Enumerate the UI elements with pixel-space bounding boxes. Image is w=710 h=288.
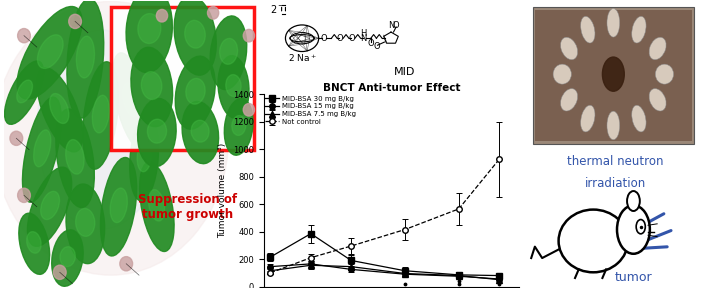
Circle shape xyxy=(636,219,645,234)
Ellipse shape xyxy=(92,95,109,133)
Ellipse shape xyxy=(18,213,50,274)
Circle shape xyxy=(602,57,624,91)
Ellipse shape xyxy=(581,16,595,43)
Ellipse shape xyxy=(37,30,165,230)
Ellipse shape xyxy=(607,9,620,37)
Ellipse shape xyxy=(138,14,161,43)
Ellipse shape xyxy=(23,97,61,202)
Circle shape xyxy=(10,131,23,145)
FancyBboxPatch shape xyxy=(535,10,692,141)
Ellipse shape xyxy=(186,78,205,104)
Title: BNCT Anti-tumor Effect: BNCT Anti-tumor Effect xyxy=(323,84,460,93)
Ellipse shape xyxy=(33,130,51,167)
Ellipse shape xyxy=(226,75,241,96)
Ellipse shape xyxy=(50,94,69,124)
Ellipse shape xyxy=(182,101,219,164)
Ellipse shape xyxy=(649,89,666,111)
Text: N: N xyxy=(388,22,394,31)
Ellipse shape xyxy=(148,119,167,143)
Circle shape xyxy=(120,257,133,271)
Ellipse shape xyxy=(210,16,247,90)
Text: MID: MID xyxy=(393,67,415,77)
Circle shape xyxy=(18,188,31,202)
Ellipse shape xyxy=(627,191,640,211)
Ellipse shape xyxy=(581,105,595,132)
Ellipse shape xyxy=(141,72,162,99)
Circle shape xyxy=(244,103,254,116)
FancyBboxPatch shape xyxy=(111,7,254,150)
Ellipse shape xyxy=(148,190,165,221)
Ellipse shape xyxy=(137,142,151,172)
Text: O: O xyxy=(337,34,344,43)
Text: O: O xyxy=(374,42,381,51)
Ellipse shape xyxy=(126,0,173,73)
Ellipse shape xyxy=(27,232,41,253)
Ellipse shape xyxy=(0,1,229,275)
Ellipse shape xyxy=(17,7,82,99)
Text: thermal neutron: thermal neutron xyxy=(567,155,663,168)
Text: O: O xyxy=(393,21,400,30)
Ellipse shape xyxy=(218,56,249,118)
Circle shape xyxy=(53,265,66,279)
Ellipse shape xyxy=(56,109,94,208)
Ellipse shape xyxy=(112,53,150,150)
Ellipse shape xyxy=(110,188,127,223)
Text: Suppression of
tumor growth: Suppression of tumor growth xyxy=(138,193,237,221)
Ellipse shape xyxy=(224,98,253,155)
Ellipse shape xyxy=(649,37,666,60)
Ellipse shape xyxy=(191,120,209,142)
Text: O: O xyxy=(349,34,355,43)
Ellipse shape xyxy=(66,184,104,264)
Circle shape xyxy=(156,10,168,22)
Text: $2^-$: $2^-$ xyxy=(271,3,285,15)
Circle shape xyxy=(244,29,254,42)
Ellipse shape xyxy=(38,35,63,69)
Ellipse shape xyxy=(75,209,95,236)
Ellipse shape xyxy=(175,56,215,129)
Ellipse shape xyxy=(52,230,83,286)
Text: H: H xyxy=(360,29,366,38)
Ellipse shape xyxy=(67,0,104,118)
Ellipse shape xyxy=(65,140,84,174)
Ellipse shape xyxy=(37,68,82,152)
Text: 2 Na$^+$: 2 Na$^+$ xyxy=(288,52,317,63)
Y-axis label: Tumor volume (mm³): Tumor volume (mm³) xyxy=(219,143,227,238)
Ellipse shape xyxy=(632,105,646,132)
Ellipse shape xyxy=(231,115,246,135)
FancyBboxPatch shape xyxy=(533,7,694,144)
Ellipse shape xyxy=(655,64,674,84)
Ellipse shape xyxy=(83,62,119,169)
Text: tumor: tumor xyxy=(615,271,652,284)
Ellipse shape xyxy=(632,16,646,43)
Ellipse shape xyxy=(131,47,173,127)
Circle shape xyxy=(18,29,31,43)
Ellipse shape xyxy=(140,162,174,251)
Ellipse shape xyxy=(219,38,238,64)
Ellipse shape xyxy=(28,167,72,246)
Ellipse shape xyxy=(100,158,136,256)
Circle shape xyxy=(69,14,82,29)
Text: N: N xyxy=(360,34,366,43)
Ellipse shape xyxy=(559,210,628,272)
Ellipse shape xyxy=(607,111,620,140)
Text: O: O xyxy=(368,39,374,48)
Text: irradiation: irradiation xyxy=(584,177,646,190)
Ellipse shape xyxy=(123,83,139,117)
Ellipse shape xyxy=(4,61,43,124)
Ellipse shape xyxy=(174,0,217,75)
Ellipse shape xyxy=(77,36,94,78)
Ellipse shape xyxy=(561,89,578,111)
Ellipse shape xyxy=(185,20,205,48)
Ellipse shape xyxy=(60,247,75,267)
Ellipse shape xyxy=(138,98,176,167)
Ellipse shape xyxy=(17,80,33,103)
Text: O: O xyxy=(320,34,327,43)
Ellipse shape xyxy=(130,115,158,201)
Ellipse shape xyxy=(553,64,572,84)
Legend: MID-BSA 30 mg B/kg, MID-BSA 15 mg B/kg, MID-BSA 7.5 mg B/kg, Not control: MID-BSA 30 mg B/kg, MID-BSA 15 mg B/kg, … xyxy=(265,96,356,125)
Ellipse shape xyxy=(617,205,650,254)
Circle shape xyxy=(207,7,219,19)
Ellipse shape xyxy=(561,37,578,60)
Ellipse shape xyxy=(40,191,60,219)
